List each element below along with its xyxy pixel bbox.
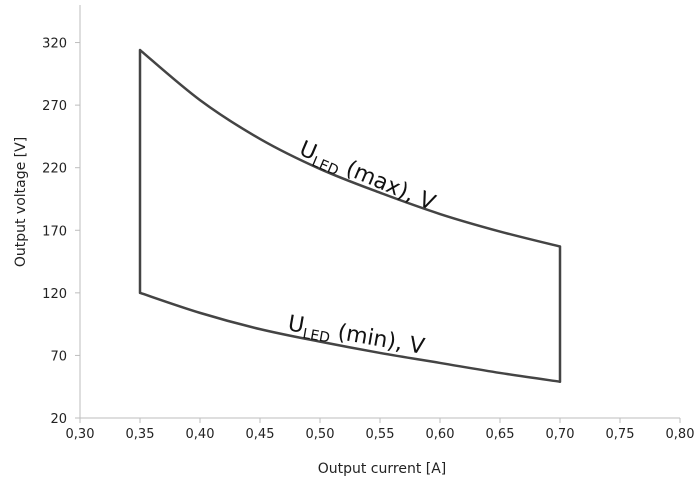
y-tick-label: 170 (42, 224, 67, 239)
x-tick-label: 0,80 (666, 427, 694, 442)
x-tick-label: 0,55 (366, 427, 395, 442)
annotation-uled-min: ULED (min), V (285, 311, 426, 363)
y-axis-ticks: 20 70 120 170 220 270 320 (42, 37, 80, 427)
x-tick-label: 0,65 (486, 427, 515, 442)
y-axis-title: Output voltage [V] (13, 137, 29, 267)
x-tick-label: 0,50 (306, 427, 335, 442)
y-tick-label: 120 (42, 287, 67, 302)
axes (79, 5, 680, 419)
annotation-uled-min-sub: LED (301, 326, 331, 347)
x-tick-label: 0,60 (426, 427, 455, 442)
x-axis-ticks: 0,30 0,35 0,40 0,45 0,50 0,55 0,60 0,65 0,70 0,75… (66, 418, 694, 442)
y-tick-label: 20 (50, 412, 67, 427)
annotation-uled-max: ULED (max), V (294, 137, 438, 219)
x-tick-label: 0,45 (246, 427, 275, 442)
annotation-uled-max-rest: (max), V (336, 154, 439, 217)
y-tick-label: 270 (42, 99, 67, 114)
y-tick-label: 320 (42, 37, 67, 52)
x-axis-title: Output current [A] (318, 461, 447, 477)
x-tick-label: 0,75 (606, 427, 635, 442)
x-tick-label: 0,40 (186, 427, 215, 442)
x-tick-label: 0,70 (546, 427, 575, 442)
series-line-min (139, 291, 561, 383)
series-line-max (139, 49, 561, 248)
x-tick-label: 0,30 (66, 427, 95, 442)
y-tick-label: 70 (50, 349, 67, 364)
series-layer (138, 48, 562, 383)
x-tick-label: 0,35 (126, 427, 155, 442)
y-tick-label: 220 (42, 162, 67, 177)
annotation-uled-min-main: U (286, 311, 306, 338)
